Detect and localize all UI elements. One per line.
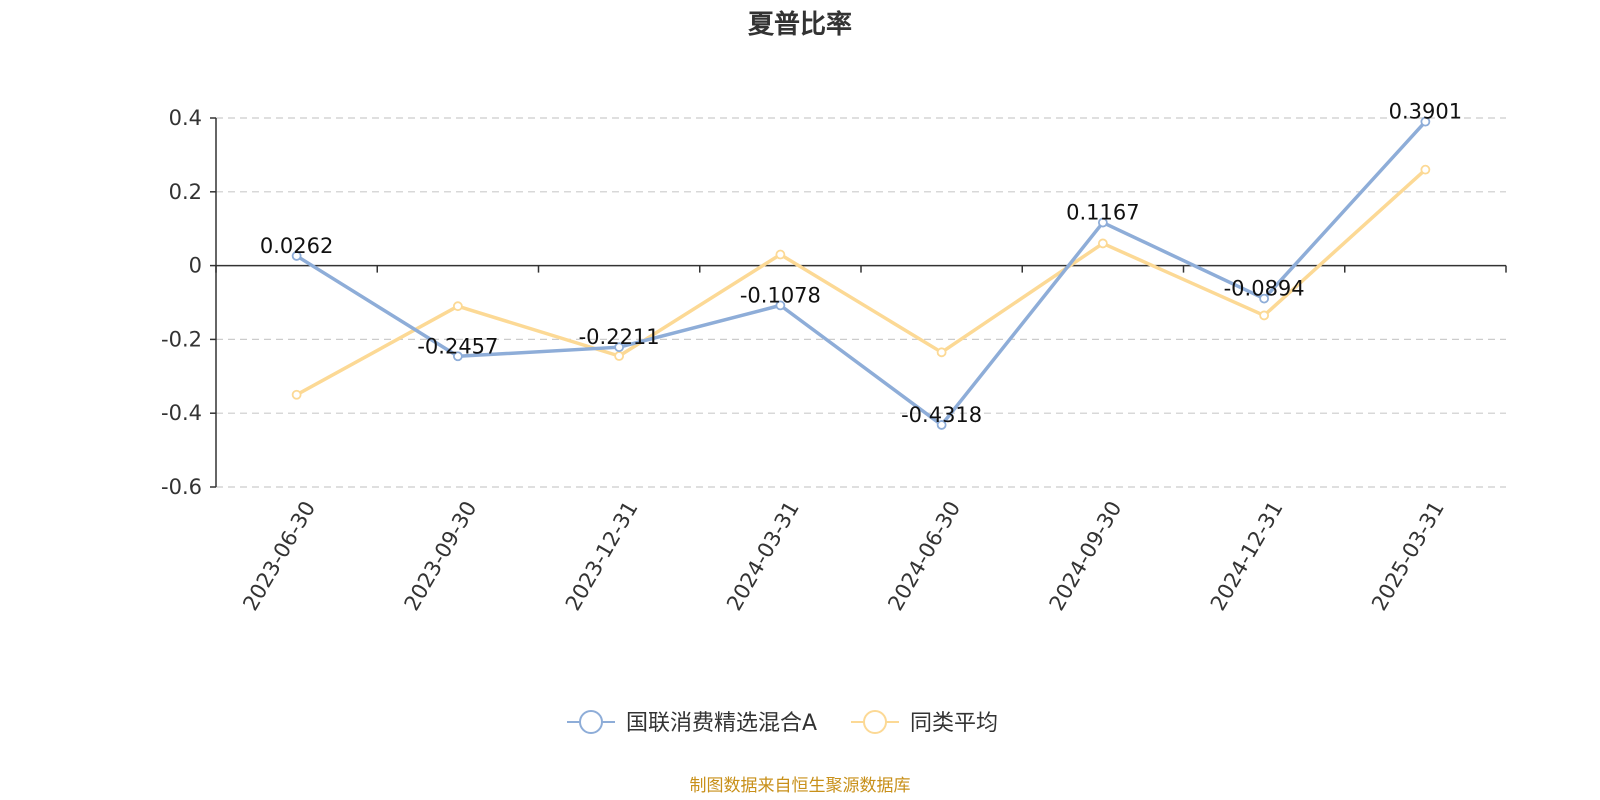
data-point[interactable] [936,420,947,430]
data-point[interactable] [452,351,463,362]
legend-item-1[interactable]: 同类平均 [851,710,998,736]
data-point[interactable] [1420,116,1431,127]
data-point[interactable] [1420,164,1431,175]
data-point[interactable] [1097,217,1108,228]
data-label: 0.0262 [260,234,333,258]
legend-symbol-circle [863,710,887,734]
data-point[interactable] [1259,293,1270,304]
data-label: 0.3901 [1389,100,1462,124]
data-label: -0.2457 [417,334,498,358]
data-label: 0.1167 [1066,201,1139,225]
legend-label: 同类平均 [910,711,998,736]
data-label: -0.1078 [740,283,821,307]
data-label: -0.4318 [901,403,982,427]
legend-label: 国联消费精选混合A [626,711,817,736]
y-tick-label: -0.4 [161,401,202,425]
grid-lines [216,117,1506,488]
legend-symbol-circle [579,710,603,734]
y-tick-label: -0.2 [161,327,202,351]
data-labels: 0.0262 -0.2457 -0.2211 -0.1078 -0.4318 0.1167… [260,100,1462,427]
y-tick-label: 0.2 [169,180,202,204]
x-tick-label: 2024-09-30 [1045,497,1127,615]
y-tick-label: 0.4 [169,106,202,130]
series-line-1 [295,168,1427,397]
data-point[interactable] [1097,238,1108,249]
data-point[interactable] [775,300,786,311]
legend[interactable]: 国联消费精选混合A 同类平均 [567,710,998,736]
chart-title: 夏普比率 [748,9,852,40]
data-point[interactable] [936,347,947,358]
data-point[interactable] [775,249,786,260]
y-tick-label: 0 [189,254,202,278]
x-tick-label: 2024-06-30 [883,497,965,615]
data-label: -0.0894 [1224,277,1305,301]
data-point[interactable] [614,351,625,361]
data-label: -0.2211 [579,325,660,349]
series-lines [291,116,1431,430]
data-point[interactable] [1259,310,1270,321]
y-tick-label: -0.6 [161,475,202,499]
x-tick-label: 2025-03-31 [1367,497,1449,615]
data-point[interactable] [291,251,302,261]
legend-item-0[interactable]: 国联消费精选混合A [567,710,817,736]
data-point[interactable] [614,342,625,353]
x-tick-label: 2024-12-31 [1206,497,1288,615]
x-tick-label: 2024-03-31 [722,497,804,615]
x-tick-label: 2023-06-30 [238,497,320,615]
data-point[interactable] [452,301,463,312]
x-tick-label: 2023-12-31 [561,497,643,615]
data-source-note: 制图数据来自恒生聚源数据库 [690,776,911,796]
data-point[interactable] [291,389,302,400]
x-tick-label: 2023-09-30 [400,497,482,615]
series-line-0 [295,120,1427,427]
